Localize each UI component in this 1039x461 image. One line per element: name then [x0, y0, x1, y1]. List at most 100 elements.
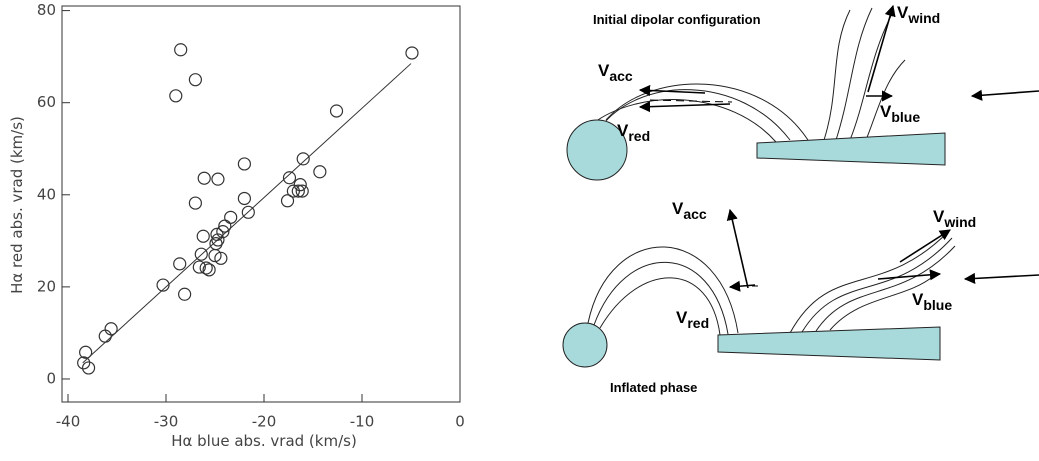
- point: [313, 165, 327, 179]
- label-main: V: [912, 290, 924, 309]
- point: [98, 329, 112, 343]
- point: [293, 178, 307, 192]
- y-tick-label: 80: [37, 1, 56, 19]
- velocity-label: Vacc: [598, 61, 633, 84]
- point: [104, 322, 118, 336]
- velocity-label: Vred: [676, 308, 709, 331]
- point: [178, 287, 192, 301]
- velocity-label: Vred: [617, 121, 650, 144]
- arrow: [877, 269, 942, 281]
- panel-title: Inflated phase: [610, 380, 697, 395]
- x-tick-label: -10: [350, 413, 375, 431]
- wind-line: [829, 274, 936, 331]
- point: [173, 257, 187, 271]
- point: [296, 152, 310, 166]
- arrow: [867, 4, 896, 93]
- point: [79, 345, 93, 359]
- field-line: [599, 277, 721, 336]
- arrow: [899, 229, 951, 263]
- velocity-label: Vacc: [672, 199, 707, 222]
- field-line: [591, 99, 777, 143]
- point: [214, 251, 228, 265]
- point: [295, 184, 309, 198]
- point: [237, 191, 251, 206]
- label-sub: acc: [683, 206, 707, 222]
- x-tick-label: 0: [455, 413, 465, 431]
- label-main: V: [897, 3, 909, 22]
- point: [192, 260, 206, 274]
- label-sub: red: [687, 315, 709, 331]
- panel-title: Initial dipolar configuration: [593, 12, 761, 27]
- field-line: [587, 246, 739, 334]
- field-line: [605, 83, 809, 141]
- wind-line: [815, 245, 956, 332]
- disk: [756, 132, 946, 166]
- wind-line: [823, 9, 851, 141]
- point: [174, 43, 188, 57]
- point: [77, 356, 91, 370]
- arrow: [726, 208, 749, 289]
- point: [188, 196, 202, 210]
- point: [216, 225, 230, 239]
- field-line: [593, 261, 729, 335]
- star: [566, 119, 628, 181]
- label-main: V: [598, 61, 610, 80]
- velocity-label: Vblue: [880, 102, 920, 125]
- y-tick-label: 60: [37, 93, 56, 111]
- arrow: [638, 84, 706, 97]
- velocity-label: Vblue: [912, 290, 952, 313]
- y-tick-label: 40: [37, 185, 56, 203]
- dashed-line: [649, 99, 733, 103]
- point: [169, 89, 183, 103]
- point: [211, 233, 225, 247]
- velocity-label: Vwind: [933, 207, 976, 230]
- label-sub: acc: [609, 68, 633, 84]
- point: [241, 205, 255, 219]
- label-sub: red: [628, 128, 650, 144]
- velocity-label: Vwind: [897, 3, 940, 26]
- x-tick-label: -20: [252, 413, 277, 431]
- arrow: [728, 280, 756, 292]
- wind-line: [865, 59, 906, 141]
- label-main: V: [676, 308, 688, 327]
- point: [199, 261, 213, 275]
- point: [202, 263, 216, 277]
- plot-frame: [61, 5, 461, 403]
- point: [224, 210, 238, 224]
- y-axis-label: Hα red abs. vrad (km/s): [8, 116, 26, 294]
- point: [194, 247, 208, 261]
- fit-line: [82, 63, 412, 364]
- label-sub: blue: [923, 297, 952, 313]
- x-tick-label: -30: [154, 413, 179, 431]
- point: [81, 361, 96, 375]
- label-sub: wind: [943, 214, 976, 230]
- label-main: V: [617, 121, 629, 140]
- label-sub: wind: [907, 10, 940, 26]
- wind-line: [835, 7, 873, 141]
- scatter-plot: Hα blue abs. vrad (km/s) Hα red abs. vra…: [8, 1, 465, 450]
- point: [211, 172, 225, 186]
- point: [196, 229, 210, 243]
- point: [156, 278, 170, 292]
- label-main: V: [880, 102, 892, 121]
- arrow: [638, 101, 731, 113]
- point: [188, 73, 202, 87]
- x-axis-label: Hα blue abs. vrad (km/s): [171, 432, 357, 450]
- point: [280, 194, 295, 208]
- arrow: [970, 89, 1039, 101]
- diagram: Initial dipolar configuration Vacc Vred …: [562, 3, 1039, 395]
- point: [237, 157, 251, 171]
- arrow: [963, 272, 1039, 285]
- star: [562, 322, 608, 368]
- y-tick-label: 0: [46, 369, 56, 387]
- label-main: V: [672, 199, 684, 218]
- wind-line: [789, 231, 949, 334]
- wind-line: [801, 237, 953, 333]
- field-line: [599, 89, 791, 141]
- label-sub: blue: [891, 109, 920, 125]
- point: [291, 184, 305, 198]
- x-tick-label: -40: [56, 413, 81, 431]
- point: [405, 46, 419, 60]
- wind-line: [849, 11, 894, 141]
